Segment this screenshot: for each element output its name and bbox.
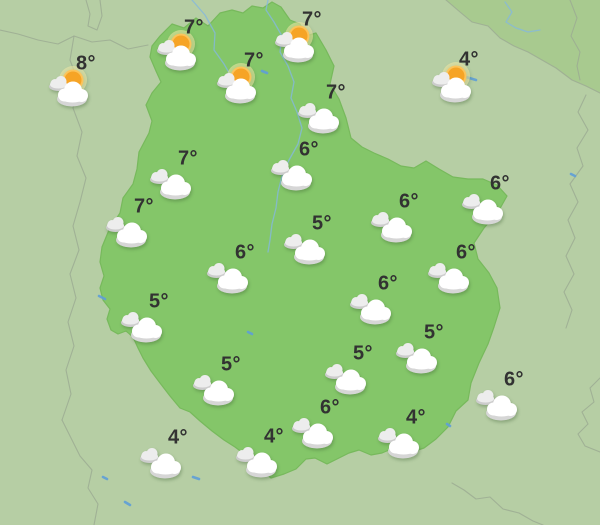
region-shape: [99, 1, 508, 479]
lakes: [97, 69, 577, 507]
neighbor-region: [446, 0, 600, 93]
